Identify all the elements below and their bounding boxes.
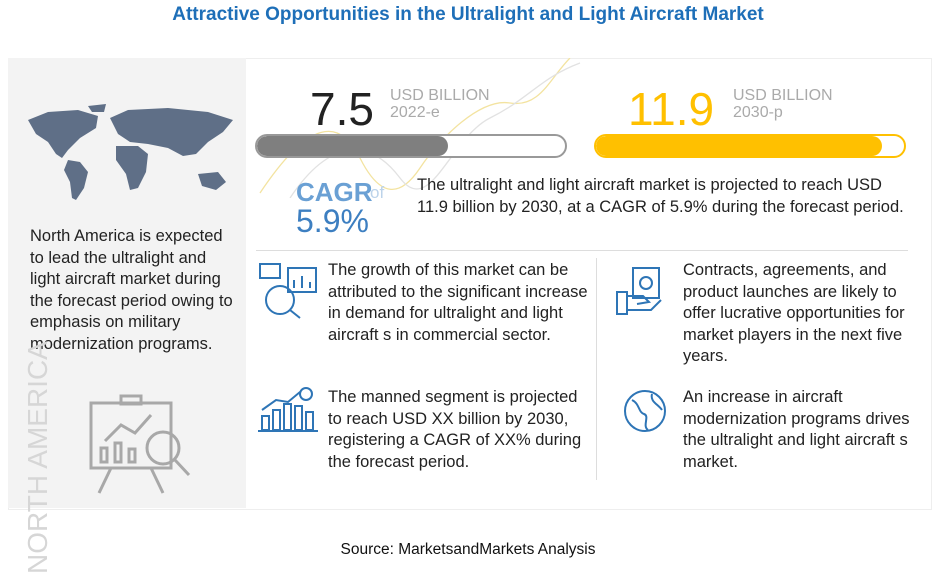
market-value-2030: 11.9 (628, 83, 715, 135)
cagr-description: The ultralight and light aircraft market… (417, 176, 904, 216)
region-panel: North America is expected to lead the ul… (8, 58, 246, 574)
region-description: North America is expected to lead the ul… (30, 227, 233, 353)
market-unit-2022: USD BILLION (390, 87, 490, 104)
growth-bar-chart-icon (258, 387, 318, 432)
cagr-of: of (370, 183, 385, 202)
market-year-2030: 2030-p (733, 104, 783, 121)
globe-icon (624, 390, 666, 432)
chart-analysis-icon (259, 263, 317, 319)
market-value-2022: 7.5 (310, 83, 374, 135)
progress-bar-2022 (255, 134, 567, 158)
world-map-icon (28, 104, 233, 200)
progress-bar-2030 (594, 134, 906, 158)
insight-text: Contracts, agreements, and product launc… (683, 261, 905, 365)
divider (596, 258, 597, 480)
market-year-2022: 2022-e (390, 104, 440, 121)
source-note: Source: MarketsandMarkets Analysis (340, 541, 596, 558)
insight-text: The growth of this market can be attribu… (328, 261, 588, 344)
insight-text: The manned segment is projected to reach… (328, 388, 582, 471)
market-unit-2030: USD BILLION (733, 87, 833, 104)
hand-money-icon (616, 267, 662, 315)
cagr-label: CAGR (296, 177, 373, 207)
progress-fill-2022 (257, 136, 448, 156)
progress-fill-2030 (596, 136, 883, 156)
page-title: Attractive Opportunities in the Ultralig… (172, 4, 764, 25)
divider (256, 250, 908, 251)
presentation-analysis-icon (89, 394, 191, 494)
insight-text: An increase in aircraft modernization pr… (683, 388, 910, 471)
cagr-value: 5.9% (296, 203, 369, 239)
